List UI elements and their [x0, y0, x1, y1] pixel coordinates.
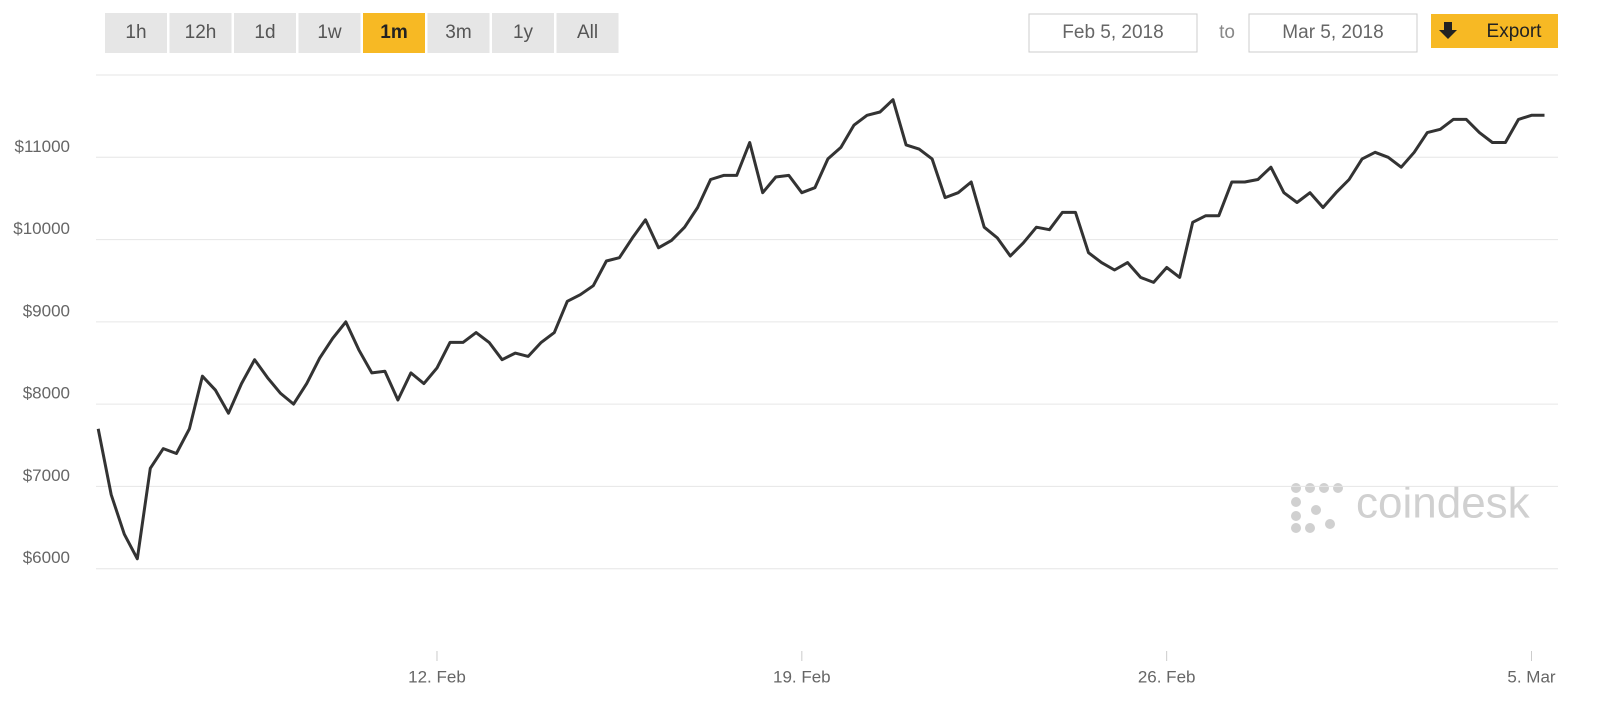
x-tick-label: 19. Feb: [773, 667, 831, 686]
y-tick-label: $9000: [23, 301, 70, 320]
range-button[interactable]: [427, 13, 490, 53]
x-tick-label: 12. Feb: [408, 667, 466, 686]
export-label[interactable]: Export: [1487, 21, 1543, 42]
range-button-label[interactable]: 3m: [445, 22, 471, 43]
date-to-box[interactable]: [1248, 13, 1418, 53]
date-from[interactable]: Feb 5, 2018: [1062, 22, 1163, 43]
range-button-label[interactable]: 1d: [254, 22, 275, 43]
range-button[interactable]: [363, 13, 425, 53]
range-button[interactable]: [105, 13, 167, 53]
range-button-label[interactable]: 1h: [125, 22, 146, 43]
x-tick-label: 26. Feb: [1138, 667, 1196, 686]
y-tick-label: $6000: [23, 548, 70, 567]
y-tick-label: $7000: [23, 466, 70, 485]
watermark-icon: [1291, 483, 1343, 533]
y-tick-label: $10000: [13, 219, 70, 238]
date-to[interactable]: Mar 5, 2018: [1282, 22, 1383, 43]
range-button-label[interactable]: 1m: [380, 22, 407, 43]
range-button-label[interactable]: 1y: [513, 22, 534, 43]
range-button-label[interactable]: All: [577, 22, 598, 43]
x-tick-label: 5. Mar: [1507, 667, 1556, 686]
y-tick-label: $8000: [23, 384, 70, 403]
export-icon: [1439, 22, 1457, 39]
range-button[interactable]: [169, 13, 232, 53]
date-from-box[interactable]: [1028, 13, 1198, 53]
range-button[interactable]: [556, 13, 619, 53]
range-button[interactable]: [492, 13, 554, 53]
price-line: [96, 98, 1545, 561]
range-button-label[interactable]: 1w: [317, 22, 342, 43]
range-button[interactable]: [298, 13, 361, 53]
to-label: to: [1219, 22, 1235, 43]
range-button[interactable]: [234, 13, 296, 53]
y-tick-label: $11000: [15, 137, 70, 156]
range-button-label[interactable]: 12h: [185, 22, 217, 43]
